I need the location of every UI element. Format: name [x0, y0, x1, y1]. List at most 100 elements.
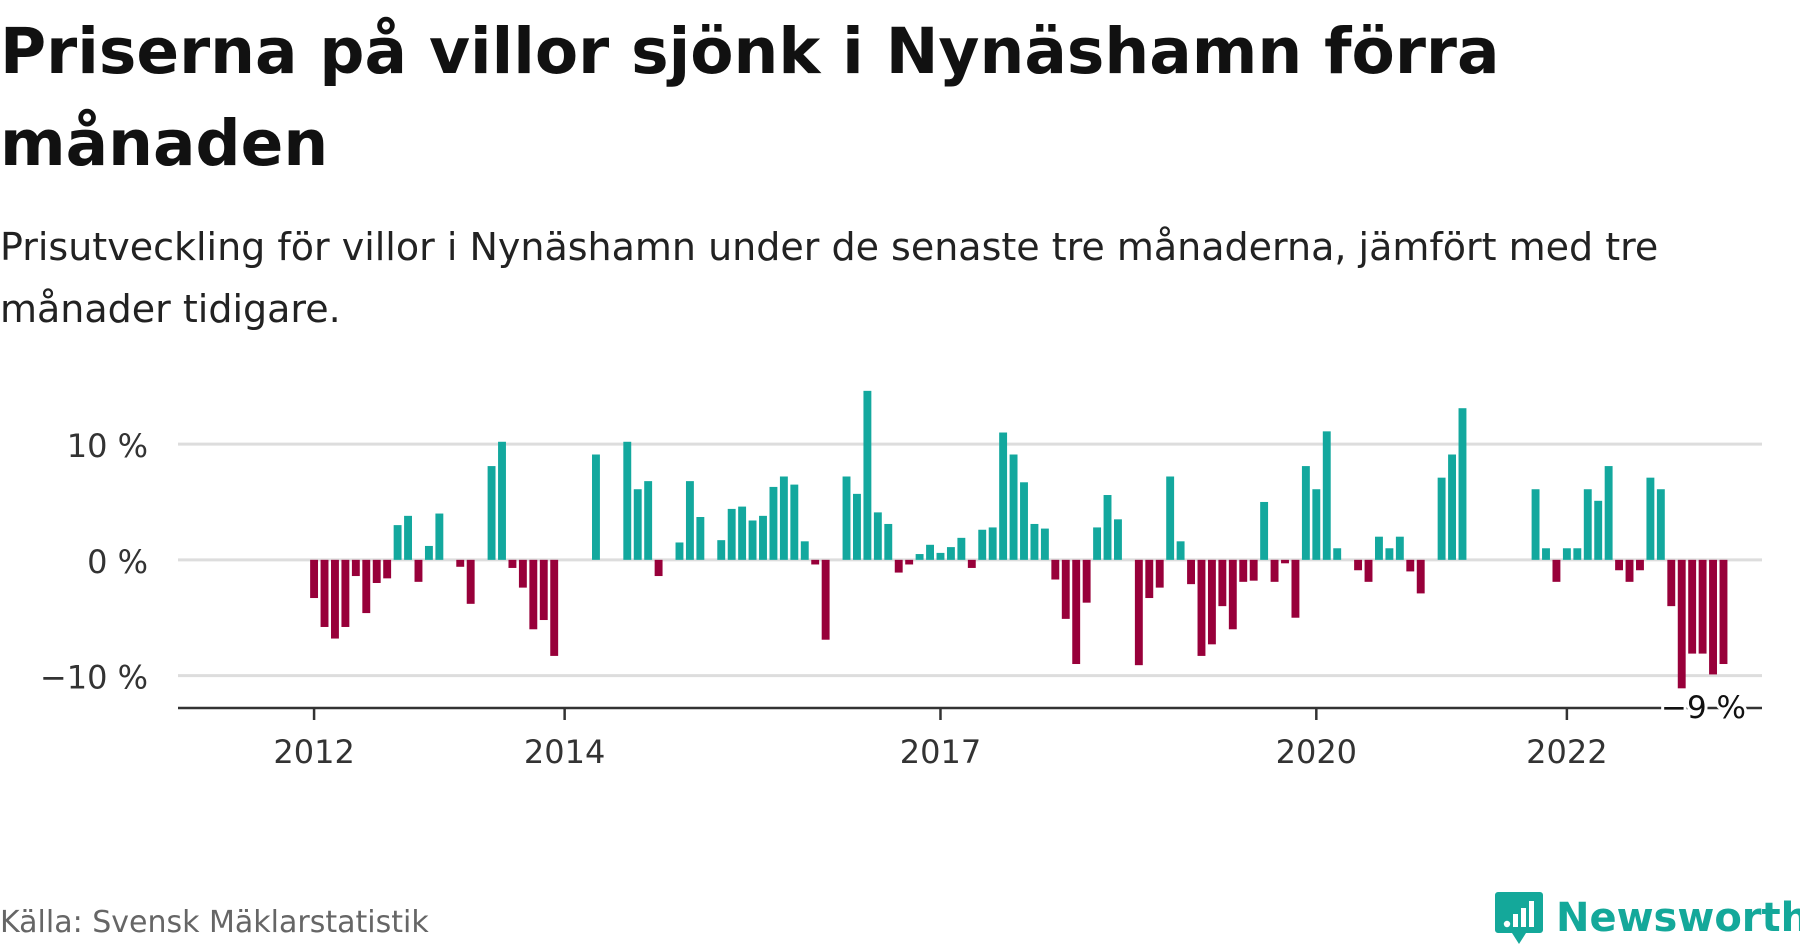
- chart-subtitle: Prisutveckling för villor i Nynäshamn un…: [0, 225, 1659, 331]
- bar: [310, 559, 319, 599]
- bar: [1093, 527, 1102, 560]
- bar: [811, 559, 820, 565]
- bar: [1354, 559, 1363, 571]
- bar: [1625, 559, 1634, 582]
- bar: [1656, 489, 1665, 560]
- bar: [539, 559, 548, 621]
- bar: [1573, 548, 1582, 560]
- bar: [1030, 523, 1039, 560]
- bar: [1187, 559, 1195, 585]
- bar: [1312, 489, 1321, 560]
- bar: [1667, 559, 1676, 607]
- bar: [926, 544, 934, 560]
- bar: [1020, 482, 1028, 560]
- bar: [592, 454, 600, 560]
- x-tick-label: 2020: [1276, 733, 1357, 771]
- bar: [633, 489, 642, 560]
- bar: [769, 486, 778, 560]
- bar: [1301, 466, 1310, 560]
- bar: [1709, 559, 1717, 675]
- bar: [1604, 466, 1613, 560]
- bar: [1416, 559, 1425, 594]
- bar: [362, 559, 371, 614]
- bar: [1082, 559, 1091, 603]
- bar: [1291, 559, 1300, 618]
- bar: [498, 441, 506, 560]
- y-tick-label: −10 %: [40, 659, 148, 697]
- bar: [1615, 559, 1624, 571]
- bar: [988, 527, 997, 560]
- bar: [1385, 548, 1394, 560]
- bar: [508, 559, 517, 568]
- bar: [999, 432, 1008, 560]
- bar: [644, 481, 653, 560]
- bar: [1437, 477, 1446, 560]
- bar: [727, 508, 736, 560]
- bar: [341, 559, 350, 627]
- bar: [779, 476, 788, 560]
- brand-name: Newsworthy: [1556, 895, 1800, 941]
- bar: [351, 559, 360, 577]
- bar: [1145, 559, 1154, 599]
- bar: [435, 513, 444, 560]
- bar: [1051, 559, 1060, 580]
- bar: [800, 541, 809, 560]
- bar: [414, 559, 423, 582]
- bar: [529, 559, 538, 630]
- bar: [1228, 559, 1237, 630]
- bar: [842, 476, 851, 560]
- x-tick-label: 2012: [273, 733, 354, 771]
- bar: [759, 515, 767, 560]
- bar: [1594, 500, 1603, 560]
- bar: [331, 559, 339, 639]
- bar: [915, 554, 924, 560]
- bar: [1260, 501, 1269, 560]
- bar: [1239, 559, 1248, 582]
- bar: [1114, 519, 1122, 560]
- bar: [884, 523, 893, 560]
- bar: [623, 441, 632, 560]
- bar: [978, 529, 987, 560]
- bar: [1333, 548, 1342, 560]
- bar: [936, 552, 945, 560]
- chart-title: Priserna på villor sjönk i Nynäshamn för…: [0, 15, 1500, 180]
- source-note: Källa: Svensk Mäklarstatistik: [0, 905, 429, 940]
- bar: [1176, 541, 1185, 560]
- x-tick-label: 2017: [900, 733, 981, 771]
- y-tick-label: 0 %: [87, 543, 148, 581]
- bar: [905, 559, 914, 565]
- bar: [1375, 536, 1383, 560]
- bar: [1166, 476, 1175, 560]
- bar: [894, 559, 903, 573]
- bar: [456, 559, 465, 567]
- bar: [1155, 559, 1164, 588]
- bar: [1552, 559, 1561, 582]
- bar: [873, 512, 882, 560]
- bar: [1072, 559, 1081, 665]
- bar: [1364, 559, 1373, 582]
- bar: [1009, 454, 1018, 560]
- bar: [1562, 548, 1571, 560]
- bar: [383, 559, 392, 579]
- bar: [863, 390, 872, 560]
- bar: [685, 481, 694, 560]
- bar: [1542, 548, 1550, 560]
- bar: [550, 559, 559, 656]
- bar: [1040, 528, 1049, 560]
- last-value-label: −9 %: [1661, 690, 1746, 726]
- bar: [1458, 408, 1467, 560]
- brand-logo: Newsworthy: [1494, 890, 1800, 946]
- bar: [424, 545, 433, 560]
- bar: [1061, 559, 1070, 619]
- bar: [946, 547, 955, 560]
- bar: [1197, 559, 1206, 656]
- bar: [675, 542, 684, 560]
- bar: [790, 484, 799, 560]
- bar: [1719, 559, 1728, 665]
- bar: [518, 559, 527, 588]
- bar: [1406, 559, 1415, 572]
- bar: [654, 559, 663, 577]
- bar: [717, 540, 726, 560]
- x-tick-label: 2022: [1526, 733, 1607, 771]
